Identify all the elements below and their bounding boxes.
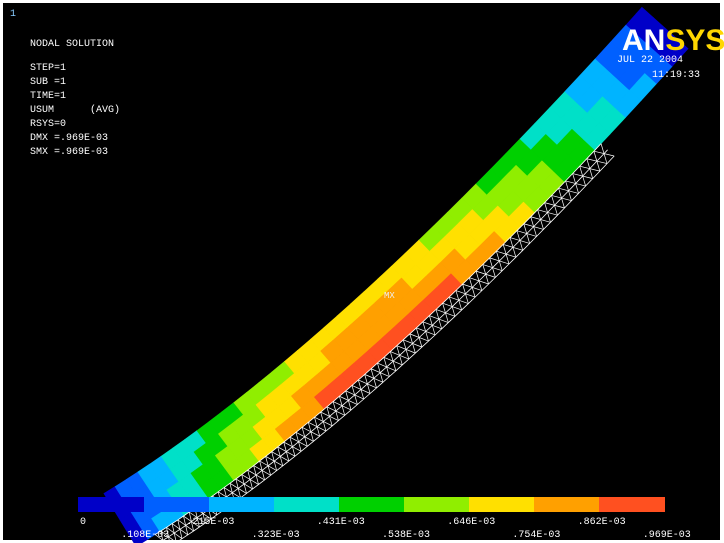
- logo-part: SYS: [665, 24, 724, 57]
- legend-bar: [78, 497, 665, 512]
- legend-band: [404, 497, 469, 512]
- legend-label: .862E-03: [578, 517, 626, 528]
- time: 11:19:33: [652, 70, 700, 81]
- legend-band: [339, 497, 404, 512]
- info-line: SUB =1: [30, 77, 66, 88]
- legend-label: .323E-03: [252, 530, 300, 541]
- legend-band: [78, 497, 144, 512]
- window-number: 1: [10, 9, 16, 20]
- logo-part: AN: [622, 24, 665, 57]
- legend-label: .538E-03: [382, 530, 430, 541]
- info-line: RSYS=0: [30, 119, 66, 130]
- legend-label: 0: [80, 517, 86, 528]
- legend-band: [274, 497, 339, 512]
- max-marker: MX: [384, 291, 395, 301]
- legend-band: [534, 497, 599, 512]
- ansys-window: 1 NODAL SOLUTION STEP=1 SUB =1 TIME=1 USUM …: [0, 0, 724, 543]
- legend-label: .754E-03: [512, 530, 560, 541]
- legend-label: .215E-03: [186, 517, 234, 528]
- info-line: TIME=1: [30, 91, 66, 102]
- plot-title: NODAL SOLUTION: [30, 39, 114, 50]
- legend-band: [209, 497, 274, 512]
- legend-label: .431E-03: [317, 517, 365, 528]
- legend-label: .108E-03: [121, 530, 169, 541]
- page: {"viewport": {"number": "1"}, "info": {"…: [0, 0, 724, 543]
- info-line: STEP=1: [30, 63, 66, 74]
- legend-label: .969E-03: [643, 530, 691, 541]
- info-line: SMX =.969E-03: [30, 147, 108, 158]
- info-line: DMX =.969E-03: [30, 133, 108, 144]
- ansys-logo: ANSYS: [622, 24, 724, 57]
- legend-band: [469, 497, 534, 512]
- info-line: USUM (AVG): [30, 104, 120, 116]
- legend-band: [144, 497, 209, 512]
- legend-label: .646E-03: [447, 517, 495, 528]
- date: JUL 22 2004: [617, 55, 683, 66]
- legend-band: [599, 497, 665, 512]
